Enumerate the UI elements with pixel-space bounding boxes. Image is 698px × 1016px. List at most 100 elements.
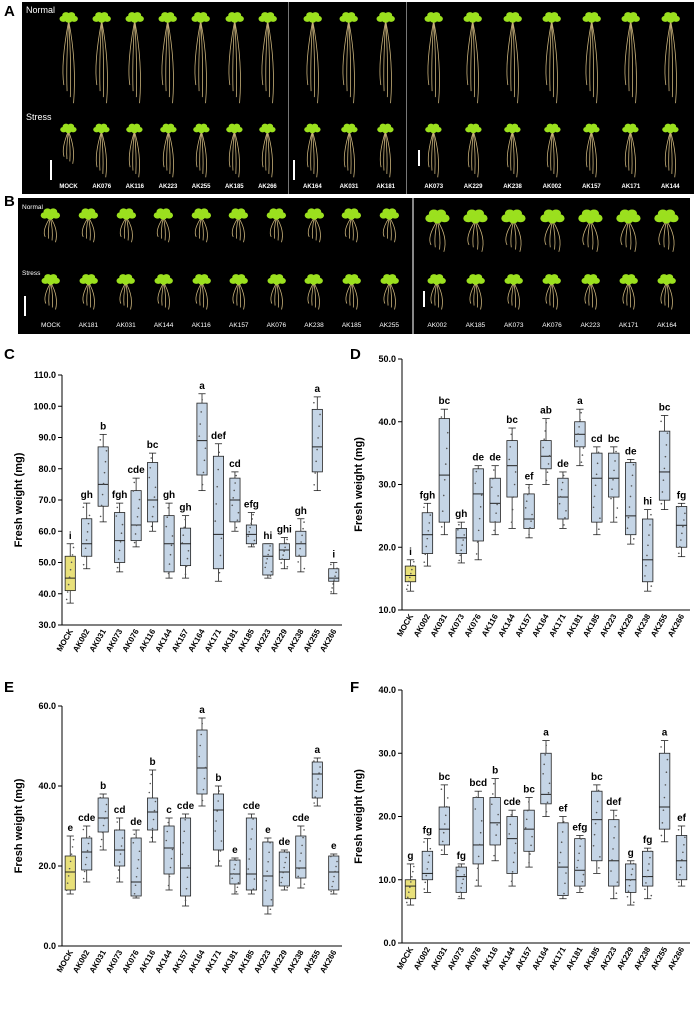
significance-letter: bc xyxy=(659,402,671,413)
y-axis-label: Fresh weight (mg) xyxy=(353,769,365,864)
seedling-normal xyxy=(582,12,601,104)
data-point xyxy=(198,435,201,437)
box xyxy=(421,850,434,881)
data-point xyxy=(597,789,600,792)
data-point xyxy=(545,810,548,813)
data-point xyxy=(582,447,585,449)
data-point xyxy=(154,486,157,489)
data-point xyxy=(118,861,121,863)
seedling-normal xyxy=(621,12,641,104)
genotype-label: AK238 xyxy=(503,184,522,190)
seedling-stress xyxy=(380,274,399,310)
data-point xyxy=(218,451,220,454)
genotype-label: AK073 xyxy=(503,322,524,329)
data-point xyxy=(646,875,648,878)
data-point xyxy=(248,858,251,860)
genotype-label: MOCK xyxy=(59,184,78,190)
data-point xyxy=(429,847,432,850)
data-point xyxy=(203,459,206,462)
data-point xyxy=(423,506,425,509)
data-point xyxy=(86,531,89,533)
data-point xyxy=(492,793,494,795)
genotype-label: AK181 xyxy=(78,322,99,329)
data-point xyxy=(580,461,583,463)
significance-letter: hi xyxy=(643,497,652,508)
box xyxy=(438,806,451,846)
data-point xyxy=(216,485,219,488)
data-point xyxy=(83,555,86,558)
data-point xyxy=(149,782,152,785)
significance-letter: fg xyxy=(643,835,652,846)
box xyxy=(438,418,451,523)
y-tick-label: 0.0 xyxy=(43,941,56,951)
significance-letter: efg xyxy=(244,500,259,511)
data-point xyxy=(595,473,598,476)
significance-letter: de xyxy=(557,459,569,470)
panel-b-photo: Normal Stress MOCK AK181 AK031 AK144 AK116 AK… xyxy=(18,198,690,334)
genotype-label: AK144 xyxy=(660,184,680,190)
data-point xyxy=(475,796,478,798)
genotype-label: AK164 xyxy=(302,184,322,190)
data-point xyxy=(336,860,338,863)
data-point xyxy=(458,523,460,526)
data-point xyxy=(649,524,651,526)
significance-letter: fgh xyxy=(112,490,128,501)
data-point xyxy=(268,549,270,551)
data-point xyxy=(512,496,515,498)
seedling-normal xyxy=(661,12,680,104)
data-point xyxy=(526,493,529,496)
box xyxy=(147,462,159,523)
data-point xyxy=(633,538,635,540)
data-point xyxy=(219,850,222,852)
data-point xyxy=(135,524,138,527)
data-point xyxy=(427,529,430,532)
data-point xyxy=(153,809,156,812)
seedling-stress xyxy=(425,123,442,178)
data-point xyxy=(116,566,119,569)
data-point xyxy=(313,483,315,486)
data-point xyxy=(251,828,253,830)
significance-letter: a xyxy=(577,396,583,407)
data-point xyxy=(232,497,235,499)
data-point xyxy=(564,882,566,885)
significance-letter: e xyxy=(232,845,238,856)
data-point xyxy=(82,563,85,566)
data-point xyxy=(497,495,499,497)
data-point xyxy=(121,523,124,526)
genotype-label: AK144 xyxy=(153,322,174,329)
data-point xyxy=(166,516,169,518)
significance-letter: bc xyxy=(591,772,603,783)
seedling-normal xyxy=(158,12,178,104)
data-point xyxy=(148,476,151,479)
data-point xyxy=(265,562,267,564)
significance-letter: bc xyxy=(523,785,535,796)
data-point xyxy=(660,502,663,505)
data-point xyxy=(282,554,284,556)
seedling-normal xyxy=(59,12,78,104)
data-point xyxy=(412,870,414,873)
data-point xyxy=(171,535,174,537)
y-axis-label: Fresh weight (mg) xyxy=(13,452,25,547)
significance-letter: ghi xyxy=(277,525,292,536)
panel-letter: D xyxy=(350,346,361,363)
data-point xyxy=(198,755,201,758)
data-point xyxy=(407,896,409,899)
data-point xyxy=(251,518,253,520)
data-point xyxy=(440,788,443,791)
scale-bar xyxy=(418,150,420,166)
data-point xyxy=(493,529,495,532)
data-point xyxy=(631,474,634,477)
box xyxy=(625,863,637,893)
box xyxy=(229,859,241,885)
data-point xyxy=(218,860,221,862)
significance-letter: i xyxy=(409,547,412,558)
data-point xyxy=(150,773,153,776)
data-point xyxy=(152,506,155,508)
significance-letter: cd xyxy=(229,459,241,470)
data-point xyxy=(333,579,335,581)
data-point xyxy=(298,554,300,557)
data-point xyxy=(335,865,337,868)
data-point xyxy=(427,861,430,863)
data-point xyxy=(612,478,614,481)
data-point xyxy=(648,534,650,536)
